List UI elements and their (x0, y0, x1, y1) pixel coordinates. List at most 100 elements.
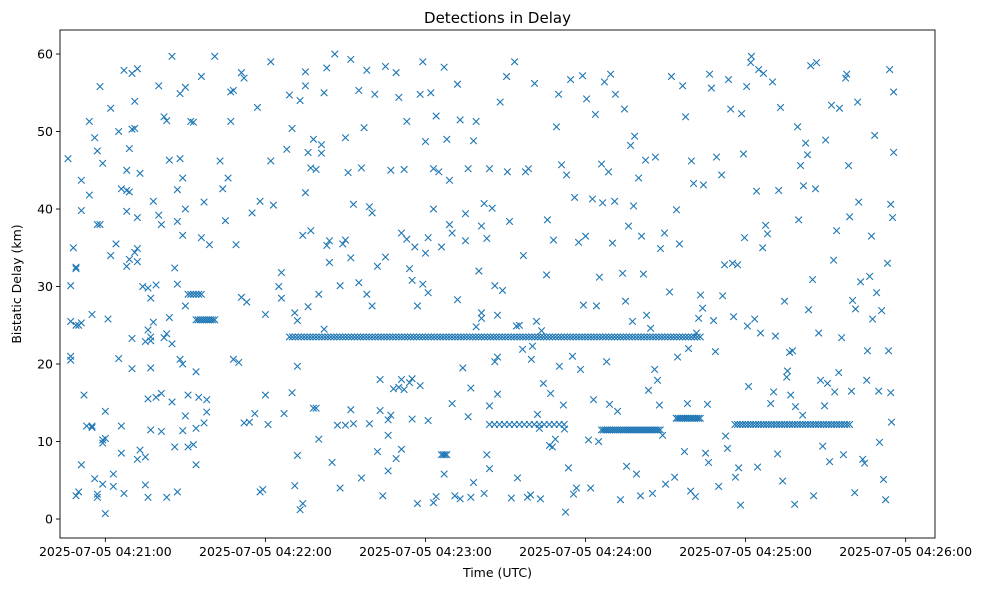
data-point (307, 227, 315, 235)
data-point (344, 333, 353, 341)
data-point (827, 420, 836, 429)
data-point (347, 254, 355, 262)
data-point (670, 473, 679, 481)
data-point (74, 488, 83, 496)
data-point (315, 290, 323, 298)
data-point (93, 493, 102, 502)
data-point (788, 347, 797, 355)
data-point (192, 368, 200, 376)
data-point (621, 297, 630, 305)
data-point (69, 244, 78, 252)
data-point (109, 470, 118, 478)
data-point (620, 105, 629, 113)
data-point (171, 443, 179, 451)
data-point (144, 284, 152, 292)
data-point (564, 464, 573, 472)
data-point (335, 333, 344, 341)
data-point (778, 420, 786, 429)
data-point (413, 302, 422, 310)
data-point (395, 93, 403, 102)
data-point (245, 418, 254, 426)
data-point (101, 509, 110, 518)
data-point (831, 388, 839, 396)
data-point (477, 222, 486, 230)
data-point (646, 333, 654, 341)
data-point (776, 103, 785, 112)
data-point (451, 492, 459, 500)
data-point (648, 489, 657, 498)
data-point (879, 475, 888, 484)
data-point (267, 58, 275, 66)
data-point (374, 333, 382, 341)
data-point (739, 150, 748, 158)
data-point (421, 333, 430, 341)
data-point (655, 333, 663, 341)
data-point (669, 333, 678, 341)
data-point (445, 220, 454, 229)
data-point (628, 333, 636, 341)
data-point (574, 238, 583, 247)
data-point (448, 229, 456, 237)
data-point (176, 154, 184, 163)
data-point (141, 453, 150, 461)
y-axis-label: Bistatic Delay (km) (9, 224, 24, 343)
data-point (480, 199, 488, 208)
data-point (629, 202, 638, 210)
data-point (742, 82, 751, 91)
data-point (472, 117, 480, 126)
data-point (644, 386, 653, 395)
data-point (652, 333, 660, 341)
x-tick-label: 2025-07-05 04:24:00 (519, 544, 652, 559)
data-point (814, 420, 823, 429)
data-point (415, 333, 424, 341)
data-point (566, 75, 575, 84)
data-point (717, 171, 726, 179)
data-point (746, 58, 755, 67)
data-point (816, 376, 825, 384)
data-point (377, 333, 385, 341)
data-point (179, 174, 187, 182)
data-point (483, 234, 491, 243)
data-point (610, 333, 619, 341)
data-point (331, 50, 339, 58)
data-point (631, 333, 639, 341)
data-point (376, 406, 384, 415)
data-point (299, 231, 307, 240)
data-point (464, 165, 472, 173)
data-point (147, 294, 155, 302)
data-point (96, 220, 104, 229)
data-point (144, 395, 152, 403)
data-point (606, 70, 615, 78)
data-point (309, 404, 318, 412)
data-point (843, 420, 851, 429)
data-point (456, 495, 464, 503)
data-point (347, 55, 355, 64)
data-point (845, 420, 854, 429)
data-point (524, 165, 533, 173)
data-point (365, 420, 374, 428)
data-point (582, 95, 591, 103)
data-point (341, 333, 350, 341)
data-point (347, 333, 356, 341)
data-point (373, 262, 382, 271)
data-point (357, 164, 366, 172)
data-point (291, 333, 300, 341)
data-point (157, 427, 166, 436)
data-point (152, 281, 160, 289)
data-point (594, 437, 603, 446)
data-point (466, 333, 474, 341)
data-point (349, 200, 358, 209)
data-point (432, 492, 440, 501)
data-point (88, 310, 96, 319)
data-point (437, 451, 446, 459)
data-point (863, 347, 872, 355)
data-point (179, 231, 187, 240)
data-point (291, 309, 299, 317)
data-point (275, 282, 283, 291)
data-point (163, 116, 171, 125)
data-point (144, 326, 152, 334)
data-point (495, 333, 503, 341)
data-point (312, 333, 320, 341)
x-tick-label: 2025-07-05 04:26:00 (839, 544, 972, 559)
data-point (294, 333, 302, 341)
